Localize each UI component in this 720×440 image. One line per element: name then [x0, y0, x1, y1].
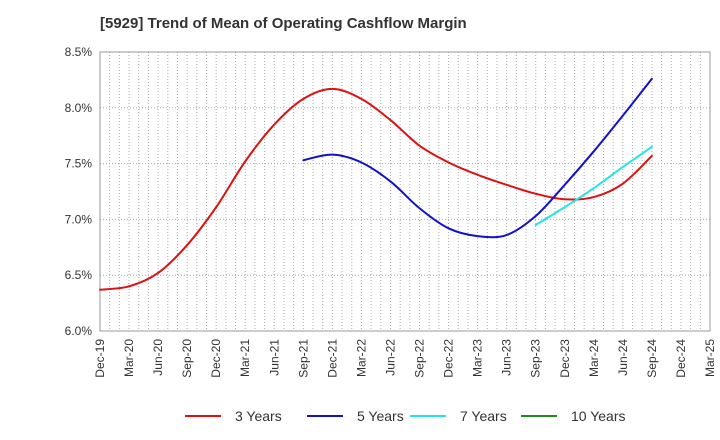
- legend-label: 10 Years: [571, 408, 626, 424]
- chart-title: [5929] Trend of Mean of Operating Cashfl…: [100, 15, 467, 32]
- x-tick-label: Mar-25: [703, 339, 717, 377]
- x-tick-label: Sep-23: [529, 339, 543, 378]
- legend-item: 3 Years: [185, 404, 282, 428]
- y-tick-label: 7.5%: [65, 157, 93, 171]
- legend-swatch: [410, 415, 446, 417]
- legend-label: 3 Years: [235, 408, 282, 424]
- legend-item: 7 Years: [410, 404, 507, 428]
- y-tick-label: 6.5%: [65, 268, 93, 282]
- y-tick-label: 8.5%: [65, 45, 93, 59]
- line-chart: 6.0% 6.5% 7.0% 7.5% 8.0% 8.5% Dec-19 Mar-20 Jun…: [65, 45, 717, 378]
- legend-swatch: [185, 415, 221, 417]
- x-tick-label: Mar-21: [238, 339, 252, 377]
- x-tick-label: Dec-24: [674, 339, 688, 378]
- x-tick-label: Jun-21: [267, 339, 281, 376]
- x-tick-label: Dec-20: [209, 339, 223, 378]
- y-tick-label: 6.0%: [65, 324, 93, 338]
- grid: [100, 51, 710, 332]
- series-line-5-years: [302, 77, 653, 239]
- y-axis: 6.0% 6.5% 7.0% 7.5% 8.0% 8.5%: [65, 45, 93, 338]
- series-line-3-years: [99, 87, 653, 291]
- series-line-7-years: [534, 145, 653, 226]
- legend-label: 5 Years: [357, 408, 404, 424]
- legend-swatch: [307, 415, 343, 417]
- x-tick-label: Sep-20: [180, 339, 194, 378]
- x-tick-label: Dec-19: [93, 339, 107, 378]
- x-tick-label: Jun-22: [383, 339, 397, 376]
- x-tick-label: Dec-21: [325, 339, 339, 378]
- x-tick-label: Dec-22: [442, 339, 456, 378]
- series-lines: [99, 77, 653, 291]
- x-tick-label: Mar-20: [122, 339, 136, 377]
- legend-label: 7 Years: [460, 408, 507, 424]
- x-tick-label: Mar-23: [471, 339, 485, 377]
- x-axis: Dec-19 Mar-20 Jun-20 Sep-20 Dec-20 Mar-21 Jun-…: [93, 339, 717, 378]
- x-tick-label: Jun-20: [151, 339, 165, 376]
- plot-frame: [99, 51, 711, 332]
- legend-item: 5 Years: [307, 404, 404, 428]
- x-tick-label: Sep-24: [645, 339, 659, 378]
- y-tick-label: 7.0%: [65, 212, 93, 226]
- x-tick-label: Mar-22: [354, 339, 368, 377]
- legend-item: 10 Years: [521, 404, 626, 428]
- x-tick-label: Jun-24: [616, 339, 630, 376]
- legend-swatch: [521, 415, 557, 417]
- x-tick-label: Dec-23: [558, 339, 572, 378]
- x-tick-label: Sep-21: [296, 339, 310, 378]
- x-tick-label: Mar-24: [587, 339, 601, 377]
- x-tick-label: Sep-22: [413, 339, 427, 378]
- x-tick-label: Jun-23: [500, 339, 514, 376]
- y-tick-label: 8.0%: [65, 101, 93, 115]
- legend: 3 Years 5 Years 7 Years 10 Years: [0, 404, 720, 428]
